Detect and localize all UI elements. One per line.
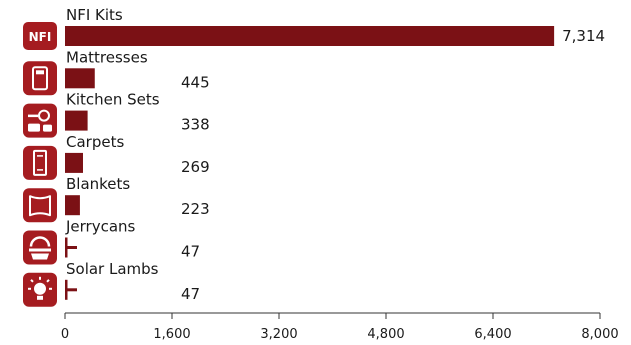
jerrycan-icon (23, 230, 57, 265)
value-label-5: 47 (181, 243, 200, 261)
nfi-badge-icon: NFI (23, 22, 57, 50)
value-label-1: 445 (181, 73, 210, 91)
bar-4 (65, 195, 80, 216)
value-label-2: 338 (181, 116, 210, 134)
category-label-6: Solar Lambs (66, 260, 159, 278)
bar-1 (65, 68, 95, 89)
x-tick-label-0: 0 (61, 327, 69, 342)
blanket-icon (23, 188, 57, 223)
bar-6 (65, 279, 77, 300)
bar-0 (65, 26, 555, 46)
value-label-4: 223 (181, 200, 210, 218)
solar-lamp-icon (23, 272, 57, 307)
x-tick-label-3: 4,800 (367, 327, 404, 342)
mattress-icon (23, 61, 57, 96)
x-tick-label-2: 3,200 (260, 327, 297, 342)
carpet-icon (23, 145, 57, 180)
category-label-3: Carpets (66, 133, 124, 151)
category-label-0: NFI Kits (66, 6, 123, 24)
bar-2 (65, 110, 88, 131)
bar-3 (65, 152, 83, 173)
x-tick-label-5: 8,000 (581, 327, 618, 342)
value-label-3: 269 (181, 158, 210, 176)
x-axis: 0 1,600 3,200 4,800 6,400 8,000 (61, 312, 619, 342)
category-label-5: Jerrycans (65, 218, 136, 236)
labels-layer: NFI Kits 7,314 Mattresses 445 Kitchen Sets 33… (65, 6, 605, 303)
bar-5 (65, 237, 77, 258)
x-tick-label-4: 6,400 (474, 327, 511, 342)
svg-text:NFI: NFI (29, 30, 52, 44)
icons-layer: NFI (23, 22, 57, 307)
category-label-4: Blankets (66, 175, 130, 193)
x-tick-label-1: 1,600 (153, 327, 190, 342)
category-label-1: Mattresses (66, 48, 148, 66)
kitchen-set-icon (23, 103, 57, 138)
category-label-2: Kitchen Sets (66, 91, 160, 109)
value-label-6: 47 (181, 285, 200, 303)
bars-layer (65, 26, 555, 300)
value-label-0: 7,314 (562, 27, 605, 45)
